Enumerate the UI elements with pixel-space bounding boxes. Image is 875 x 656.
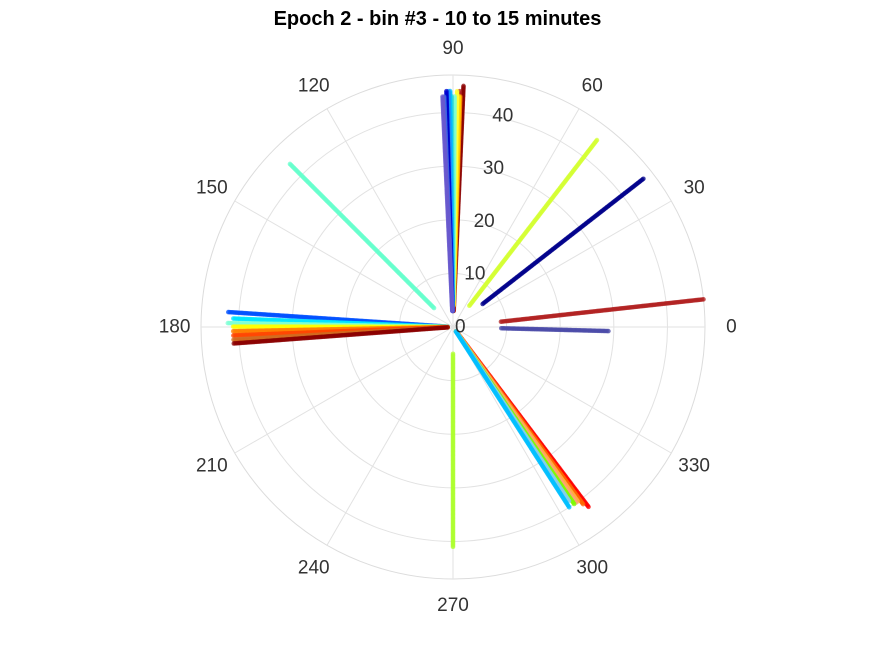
angular-grid-line [326, 108, 454, 328]
data-point [701, 297, 706, 302]
data-point [444, 88, 449, 94]
data-point [226, 309, 231, 315]
series-14 [498, 297, 706, 325]
series-15 [498, 325, 611, 334]
angular-grid-line [326, 326, 454, 546]
chart-title: Epoch 2 - bin #3 - 10 to 15 minutes [273, 8, 602, 30]
angular-grid-line [452, 326, 672, 454]
series-25 [450, 351, 456, 550]
data-point [231, 316, 236, 321]
series-16 [287, 161, 437, 311]
data-point [287, 161, 293, 167]
series-13 [480, 176, 646, 307]
data-point [230, 328, 236, 334]
data-point [440, 94, 445, 99]
series-11 [440, 94, 455, 314]
data-point [231, 337, 236, 342]
data-point [231, 341, 237, 346]
series-24 [231, 325, 450, 346]
data-point [571, 501, 577, 507]
angular-grid-line [234, 200, 454, 328]
data-point [580, 501, 586, 507]
data-point [225, 320, 231, 326]
data-point [641, 176, 646, 182]
data-point [231, 333, 236, 338]
data-point [461, 83, 466, 89]
angular-grid-line [452, 200, 672, 328]
data-layer [225, 83, 706, 550]
angular-grid-line [452, 108, 580, 328]
data-point [606, 328, 611, 334]
angular-grid-line [234, 326, 454, 454]
data-point [594, 137, 600, 143]
data-point [450, 544, 456, 550]
data-point [454, 88, 460, 94]
series-12 [467, 137, 600, 309]
data-point [230, 324, 236, 329]
data-point [586, 504, 591, 510]
